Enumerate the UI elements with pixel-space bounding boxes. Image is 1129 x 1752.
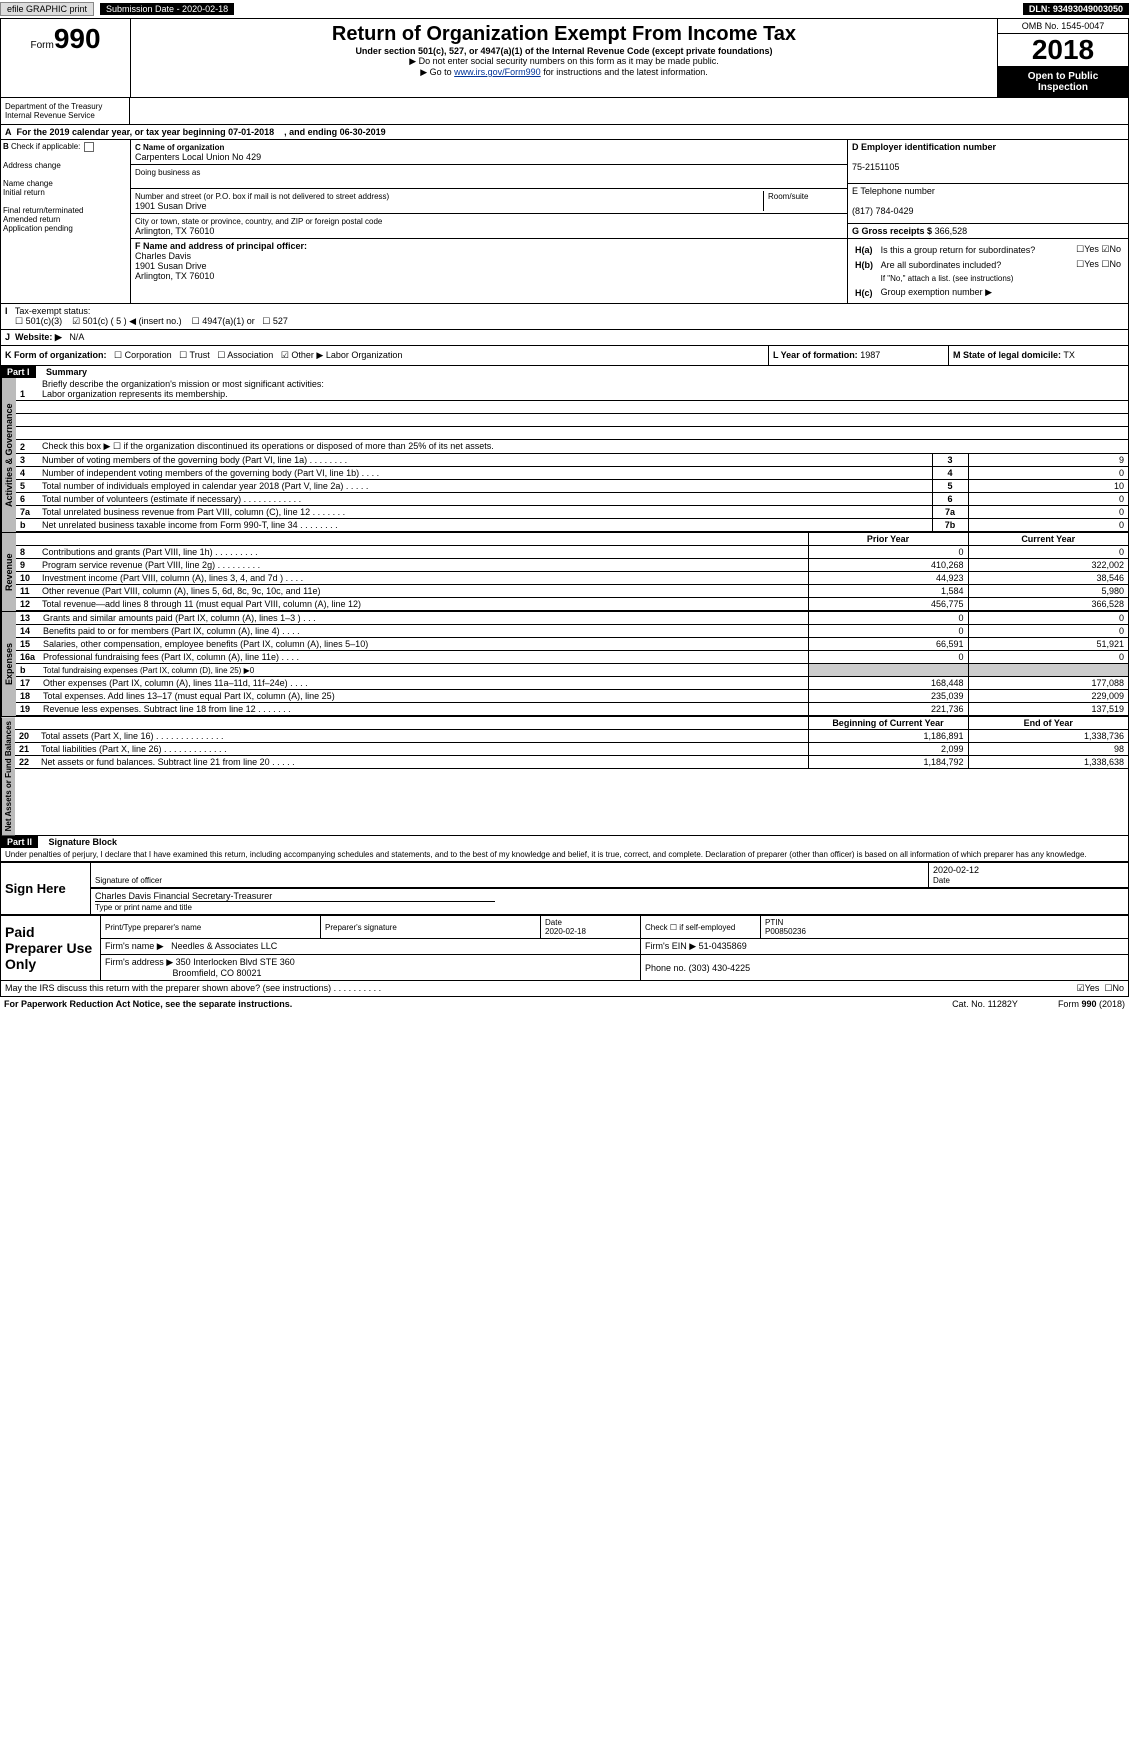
open-to-public: Open to Public Inspection bbox=[998, 67, 1128, 97]
table-row: 19Revenue less expenses. Subtract line 1… bbox=[16, 703, 1128, 716]
dln: DLN: 93493049003050 bbox=[1023, 3, 1129, 15]
dept-treasury: Department of the Treasury Internal Reve… bbox=[0, 98, 130, 125]
cat-no: Cat. No. 11282Y bbox=[952, 999, 1018, 1009]
g-label: G Gross receipts $ bbox=[852, 226, 932, 236]
tax-year: 2018 bbox=[998, 34, 1128, 67]
e-label: E Telephone number bbox=[852, 186, 935, 196]
perjury-statement: Under penalties of perjury, I declare th… bbox=[0, 848, 1129, 862]
omb-number: OMB No. 1545-0047 bbox=[998, 19, 1128, 34]
street-label: Number and street (or P.O. box if mail i… bbox=[135, 192, 389, 201]
table-row: 5Total number of individuals employed in… bbox=[16, 480, 1128, 493]
signature-table: Sign Here Signature of officer 2020-02-1… bbox=[0, 862, 1129, 915]
table-row: 20Total assets (Part X, line 16) . . . .… bbox=[15, 730, 1128, 743]
city-label: City or town, state or province, country… bbox=[135, 217, 382, 226]
form-header: Form990 Return of Organization Exempt Fr… bbox=[0, 18, 1129, 98]
efile-button[interactable]: efile GRAPHIC print bbox=[0, 2, 94, 16]
pra-notice: For Paperwork Reduction Act Notice, see … bbox=[4, 999, 292, 1009]
table-row: 4Number of independent voting members of… bbox=[16, 467, 1128, 480]
form-footer: Form 990 (2018) bbox=[1058, 999, 1125, 1009]
part2-header: Part II bbox=[1, 836, 38, 848]
table-row: 14Benefits paid to or for members (Part … bbox=[16, 625, 1128, 638]
table-row: 21Total liabilities (Part X, line 26) . … bbox=[15, 743, 1128, 756]
discuss-question: May the IRS discuss this return with the… bbox=[5, 983, 381, 994]
line-a: A For the 2019 calendar year, or tax yea… bbox=[0, 125, 1129, 140]
table-row: bTotal fundraising expenses (Part IX, co… bbox=[16, 664, 1128, 677]
form-label: Form bbox=[30, 40, 53, 51]
ein: 75-2151105 bbox=[852, 162, 899, 172]
table-row: 16aProfessional fundraising fees (Part I… bbox=[16, 651, 1128, 664]
form-title: Return of Organization Exempt From Incom… bbox=[139, 23, 989, 46]
dba-label: Doing business as bbox=[135, 168, 200, 177]
officer-name: Charles Davis bbox=[135, 251, 191, 261]
table-row: bNet unrelated business taxable income f… bbox=[16, 519, 1128, 532]
tab-net-assets: Net Assets or Fund Balances bbox=[1, 717, 15, 835]
irs-link[interactable]: www.irs.gov/Form990 bbox=[454, 67, 541, 77]
city-state-zip: Arlington, TX 76010 bbox=[135, 226, 214, 236]
table-row: 3Number of voting members of the governi… bbox=[16, 454, 1128, 467]
officer-addr2: Arlington, TX 76010 bbox=[135, 271, 214, 281]
table-row: 18Total expenses. Add lines 13–17 (must … bbox=[16, 690, 1128, 703]
table-row: 22Net assets or fund balances. Subtract … bbox=[15, 756, 1128, 769]
gross-receipts: 366,528 bbox=[935, 226, 968, 236]
phone: (817) 784-0429 bbox=[852, 206, 914, 216]
tab-expenses: Expenses bbox=[1, 612, 16, 716]
submission-date: Submission Date - 2020-02-18 bbox=[100, 3, 234, 15]
col-b-checkboxes: B Check if applicable: Address change Na… bbox=[1, 140, 131, 303]
table-row: 17Other expenses (Part IX, column (A), l… bbox=[16, 677, 1128, 690]
c-label: C Name of organization bbox=[135, 143, 224, 152]
tab-activities-governance: Activities & Governance bbox=[1, 378, 16, 532]
form-note-1: ▶ Do not enter social security numbers o… bbox=[139, 56, 989, 67]
form-note-2: ▶ Go to www.irs.gov/Form990 for instruct… bbox=[139, 67, 989, 78]
f-label: F Name and address of principal officer: bbox=[135, 241, 307, 251]
part1-header: Part I bbox=[1, 366, 36, 378]
preparer-table: Paid Preparer Use Only Print/Type prepar… bbox=[0, 915, 1129, 981]
topbar: efile GRAPHIC print Submission Date - 20… bbox=[0, 0, 1129, 18]
table-row: 6Total number of volunteers (estimate if… bbox=[16, 493, 1128, 506]
form-subtitle: Under section 501(c), 527, or 4947(a)(1)… bbox=[139, 46, 989, 56]
d-label: D Employer identification number bbox=[852, 142, 996, 152]
street-address: 1901 Susan Drive bbox=[135, 201, 207, 211]
table-row: 12Total revenue—add lines 8 through 11 (… bbox=[16, 598, 1128, 611]
table-row: 7aTotal unrelated business revenue from … bbox=[16, 506, 1128, 519]
part1-title: Summary bbox=[38, 367, 87, 377]
tab-revenue: Revenue bbox=[1, 533, 16, 611]
table-row: 11Other revenue (Part VIII, column (A), … bbox=[16, 585, 1128, 598]
room-label: Room/suite bbox=[768, 192, 808, 201]
form-number: 990 bbox=[54, 23, 101, 54]
officer-addr1: 1901 Susan Drive bbox=[135, 261, 207, 271]
table-row: 13Grants and similar amounts paid (Part … bbox=[16, 612, 1128, 625]
table-row: 9Program service revenue (Part VIII, lin… bbox=[16, 559, 1128, 572]
table-row: 10Investment income (Part VIII, column (… bbox=[16, 572, 1128, 585]
table-row: 8Contributions and grants (Part VIII, li… bbox=[16, 546, 1128, 559]
part2-title: Signature Block bbox=[41, 837, 118, 847]
table-row: 15Salaries, other compensation, employee… bbox=[16, 638, 1128, 651]
org-name: Carpenters Local Union No 429 bbox=[135, 152, 261, 162]
